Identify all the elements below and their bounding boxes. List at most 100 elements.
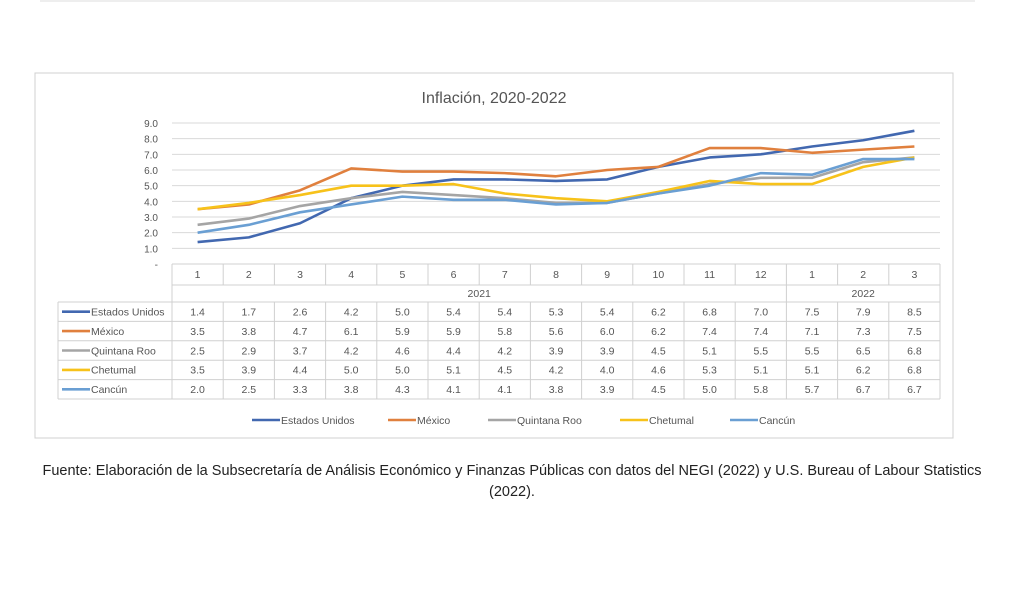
series-line-cancún (197, 157, 915, 234)
year-label: 2021 (468, 288, 492, 300)
chart-title: Inflación, 2020-2022 (422, 90, 567, 107)
y-tick-label: - (155, 260, 158, 271)
year-label: 2022 (852, 288, 876, 300)
table-cell: 4.2 (497, 345, 512, 357)
table-cell: 7.4 (702, 326, 717, 338)
table-cell: 5.1 (805, 365, 820, 377)
table-cell: 2.5 (190, 345, 205, 357)
table-cell: 4.2 (344, 345, 359, 357)
table-cell: 5.0 (702, 384, 717, 396)
table-cell: 3.8 (549, 384, 564, 396)
table-row-label: Estados Unidos (91, 307, 165, 319)
table-cell: 6.5 (856, 345, 871, 357)
table-cell: 5.9 (395, 326, 410, 338)
table-cell: 7.3 (856, 326, 871, 338)
table-cell: 6.2 (856, 365, 871, 377)
table-cell: 8.5 (907, 307, 922, 319)
table-cell: 4.1 (446, 384, 461, 396)
y-tick-label: 2.0 (144, 229, 158, 240)
x-tick-label: 12 (755, 269, 767, 281)
x-tick-label: 1 (195, 269, 201, 281)
x-tick-label: 3 (297, 269, 303, 281)
table-cell: 2.5 (241, 384, 256, 396)
table-cell: 3.5 (190, 365, 205, 377)
table-cell: 6.8 (702, 307, 717, 319)
table-cell: 4.2 (549, 365, 564, 377)
table-cell: 5.4 (600, 307, 615, 319)
table-cell: 5.3 (549, 307, 564, 319)
table-cell: 3.9 (600, 384, 615, 396)
x-tick-label: 3 (911, 269, 917, 281)
table-cell: 3.8 (241, 326, 256, 338)
table-cell: 5.0 (344, 365, 359, 377)
table-cell: 5.7 (805, 384, 820, 396)
table-cell: 5.8 (497, 326, 512, 338)
table-cell: 7.9 (856, 307, 871, 319)
x-tick-label: 1 (809, 269, 815, 281)
table-cell: 6.8 (907, 365, 922, 377)
table-row-label: Quintana Roo (91, 345, 156, 357)
table-cell: 7.5 (805, 307, 820, 319)
table-cell: 4.5 (651, 345, 666, 357)
page-divider (40, 0, 975, 2)
x-tick-label: 2 (860, 269, 866, 281)
table-cell: 5.5 (753, 345, 768, 357)
y-tick-label: 1.0 (144, 244, 158, 255)
x-tick-label: 5 (399, 269, 405, 281)
x-tick-label: 2 (246, 269, 252, 281)
legend-label: México (417, 415, 450, 427)
y-tick-label: 3.0 (144, 213, 158, 224)
table-cell: 6.0 (600, 326, 615, 338)
series-line-estados-unidos (197, 129, 915, 244)
inflation-chart: Inflación, 2020-2022 - 1.0 2.0 3.0 4.0 5.0 6.0… (34, 72, 954, 439)
source-note: Fuente: Elaboración de la Subsecretaría … (42, 463, 982, 500)
table-cell: 5.8 (753, 384, 768, 396)
table-cell: 6.2 (651, 326, 666, 338)
chart-frame (34, 72, 954, 439)
table-cell: 4.0 (600, 365, 615, 377)
table-cell: 7.4 (753, 326, 768, 338)
table-cell: 4.5 (497, 365, 512, 377)
x-tick-label: 9 (604, 269, 610, 281)
table-cell: 4.7 (293, 326, 308, 338)
table-cell: 3.9 (549, 345, 564, 357)
series-line-méxico (197, 145, 915, 211)
table-cell: 5.6 (549, 326, 564, 338)
table-cell: 5.9 (446, 326, 461, 338)
table-cell: 1.4 (190, 307, 205, 319)
y-tick-label: 4.0 (144, 197, 158, 208)
legend-label: Estados Unidos (281, 415, 355, 427)
x-tick-label: 6 (451, 269, 457, 281)
table-cell: 4.3 (395, 384, 410, 396)
table-cell: 5.5 (805, 345, 820, 357)
table-cell: 6.7 (907, 384, 922, 396)
legend-label: Quintana Roo (517, 415, 582, 427)
y-tick-label: 7.0 (144, 150, 158, 161)
x-tick-label: 8 (553, 269, 559, 281)
table-cell: 5.1 (753, 365, 768, 377)
legend-label: Cancún (759, 415, 795, 427)
table-cell: 5.1 (446, 365, 461, 377)
series-line-chetumal (197, 156, 915, 211)
y-tick-label: 8.0 (144, 135, 158, 146)
table-cell: 1.7 (241, 307, 256, 319)
series-line-quintana-roo (197, 156, 915, 227)
table-cell: 2.9 (241, 345, 256, 357)
table-cell: 5.4 (446, 307, 461, 319)
table-cell: 4.1 (497, 384, 512, 396)
y-tick-label: 9.0 (144, 119, 158, 130)
table-cell: 2.6 (293, 307, 308, 319)
x-tick-label: 10 (653, 269, 665, 281)
table-cell: 3.9 (241, 365, 256, 377)
table-cell: 4.6 (651, 365, 666, 377)
table-cell: 6.8 (907, 345, 922, 357)
table-cell: 5.4 (497, 307, 512, 319)
table-cell: 5.0 (395, 307, 410, 319)
y-tick-label: 6.0 (144, 166, 158, 177)
table-cell: 3.3 (293, 384, 308, 396)
table-row-label: México (91, 326, 124, 338)
table-cell: 4.4 (446, 345, 461, 357)
table-cell: 5.0 (395, 365, 410, 377)
table-cell: 6.7 (856, 384, 871, 396)
table-cell: 4.2 (344, 307, 359, 319)
